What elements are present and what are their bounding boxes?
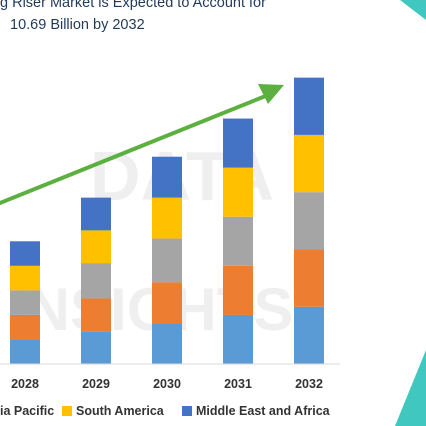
bar-segment-2029-series-1 [81, 298, 111, 332]
bar-segment-2030-south-america [152, 197, 182, 239]
bar-segment-2031-asia-pacific [223, 314, 253, 364]
legend-label-asia-pacific: ia Pacific [0, 404, 55, 418]
bar-segment-2032-south-america [294, 134, 324, 193]
legend-item-asia-pacific: ia Pacific [0, 404, 54, 418]
bar-segment-2032-asia-pacific [294, 306, 324, 364]
bar-segment-2028-middle-east-and-africa [10, 241, 40, 266]
chart-title: g Riser Market is Expected to Account fo… [0, 0, 340, 36]
legend-label-south-america: South America [76, 404, 164, 418]
bar-segment-2028-series-1 [10, 314, 40, 340]
legend-item-south-america: South America [62, 404, 164, 418]
bar-segment-2030-asia-pacific [152, 323, 182, 364]
bar-segment-2032-series-1 [294, 249, 324, 307]
x-tick-label: 2032 [295, 377, 323, 391]
trend-arrow [0, 84, 284, 206]
teal-corner-top [400, 0, 426, 20]
x-tick-labels: 2028 2029 2030 2031 2032 [11, 377, 323, 391]
bar-segment-2030-middle-east-and-africa [152, 156, 182, 198]
bar-segment-2029-south-america [81, 230, 111, 264]
legend-label-mea: Middle East and Africa [196, 404, 330, 418]
x-tick-label: 2031 [224, 377, 252, 391]
x-tick-label: 2029 [82, 377, 110, 391]
bar-segment-2031-series-2 [223, 216, 253, 266]
bar-segment-2031-south-america [223, 167, 253, 217]
bar-segment-2029-asia-pacific [81, 331, 111, 364]
trend-arrow-head [258, 84, 284, 104]
bar-segment-2031-series-1 [223, 265, 253, 315]
bar-segment-2030-series-2 [152, 238, 182, 283]
bar-segment-2032-middle-east-and-africa [294, 77, 324, 135]
bars-group [10, 77, 324, 364]
legend-item-mea: Middle East and Africa [182, 404, 330, 418]
bar-segment-2030-series-1 [152, 282, 182, 324]
bar-segment-2031-middle-east-and-africa [223, 118, 253, 168]
bar-segment-2028-series-2 [10, 290, 40, 315]
bar-segment-2032-series-2 [294, 192, 324, 250]
trend-arrow-shaft [0, 93, 269, 206]
bar-segment-2028-south-america [10, 265, 40, 291]
title-line-2: 10.69 Billion by 2032 [10, 17, 145, 33]
legend: ia Pacific South America Middle East and… [0, 404, 426, 422]
legend-swatch-mea [182, 406, 192, 416]
bar-segment-2029-middle-east-and-africa [81, 197, 111, 231]
title-line-1: g Riser Market is Expected to Account fo… [0, 0, 266, 11]
x-tick-label: 2030 [153, 377, 181, 391]
teal-corner-bottom [395, 350, 426, 426]
bar-segment-2029-series-2 [81, 263, 111, 299]
bar-segment-2028-asia-pacific [10, 339, 40, 364]
legend-swatch-south-america [62, 406, 72, 416]
x-tick-label: 2028 [11, 377, 39, 391]
